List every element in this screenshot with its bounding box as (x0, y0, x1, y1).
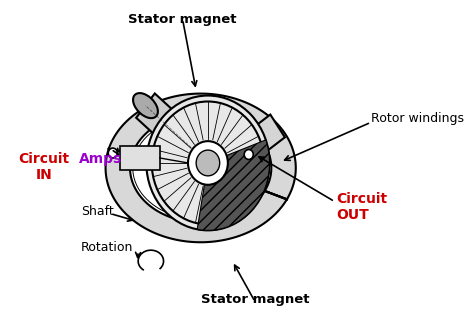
Ellipse shape (196, 150, 219, 176)
Text: Rotor windings: Rotor windings (371, 112, 464, 125)
Text: IN: IN (36, 168, 52, 182)
Bar (120, 146, 160, 170)
Polygon shape (196, 114, 285, 194)
Polygon shape (136, 94, 210, 169)
Polygon shape (109, 94, 296, 199)
Ellipse shape (188, 141, 228, 185)
Ellipse shape (133, 93, 158, 118)
Text: Stator magnet: Stator magnet (128, 13, 237, 26)
Text: Stator magnet: Stator magnet (201, 293, 309, 306)
Text: Amps: Amps (80, 152, 123, 166)
Polygon shape (197, 140, 270, 230)
Text: Rotation: Rotation (81, 241, 134, 254)
Text: Circuit: Circuit (18, 152, 70, 166)
Ellipse shape (146, 95, 270, 230)
Polygon shape (106, 149, 287, 242)
Text: Shaft: Shaft (81, 205, 114, 218)
Ellipse shape (108, 148, 118, 158)
Ellipse shape (244, 150, 253, 159)
Text: Circuit: Circuit (337, 192, 388, 206)
Text: OUT: OUT (337, 208, 369, 222)
